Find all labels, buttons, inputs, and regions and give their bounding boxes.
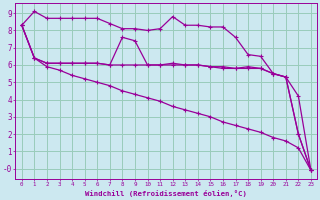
X-axis label: Windchill (Refroidissement éolien,°C): Windchill (Refroidissement éolien,°C) — [85, 190, 247, 197]
